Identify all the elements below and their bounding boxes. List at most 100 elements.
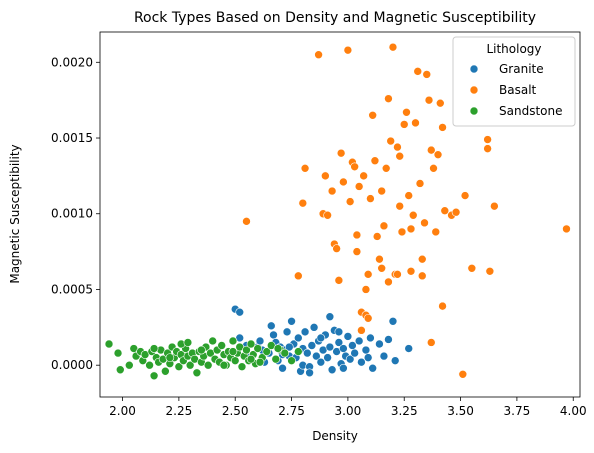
data-point-sandstone — [246, 339, 256, 349]
data-point-sandstone — [208, 336, 217, 346]
data-point-basalt — [375, 254, 384, 264]
data-point-basalt — [433, 150, 443, 159]
data-point-sandstone — [161, 366, 170, 376]
data-point-basalt — [336, 148, 346, 158]
data-point-granite — [357, 357, 366, 367]
data-point-granite — [305, 368, 314, 378]
legend-marker — [469, 64, 479, 74]
data-point-sandstone — [192, 368, 202, 378]
data-point-basalt — [339, 177, 348, 187]
data-point-basalt — [321, 171, 330, 181]
data-point-granite — [334, 338, 344, 347]
data-point-granite — [390, 356, 400, 365]
y-tick-label: 0.0010 — [51, 207, 93, 221]
data-point-basalt — [393, 142, 402, 152]
data-point-granite — [325, 342, 335, 352]
data-point-granite — [361, 345, 371, 355]
data-point-basalt — [352, 230, 362, 240]
data-point-sandstone — [149, 344, 159, 353]
data-point-granite — [368, 363, 377, 373]
data-point-basalt — [386, 136, 396, 146]
data-point-basalt — [388, 42, 398, 52]
data-point-basalt — [350, 162, 359, 172]
data-point-basalt — [483, 135, 492, 144]
data-point-basalt — [451, 207, 461, 217]
data-point-basalt — [417, 271, 427, 281]
data-point-sandstone — [174, 362, 184, 372]
data-point-granite — [300, 327, 310, 337]
data-point-sandstone — [294, 347, 303, 356]
data-point-basalt — [395, 151, 405, 161]
legend-box — [452, 36, 576, 127]
data-point-granite — [316, 333, 326, 343]
data-point-granite — [343, 332, 353, 341]
data-point-granite — [375, 339, 384, 349]
data-point-basalt — [384, 277, 393, 287]
data-point-granite — [384, 335, 393, 344]
data-point-granite — [307, 341, 317, 350]
data-point-basalt — [399, 120, 409, 129]
data-point-basalt — [366, 194, 375, 203]
data-point-basalt — [402, 107, 411, 117]
data-point-granite — [339, 363, 348, 373]
data-point-granite — [363, 353, 373, 362]
data-point-sandstone — [183, 338, 193, 347]
y-tick-label: 0.0000 — [51, 358, 93, 372]
data-point-basalt — [361, 285, 371, 294]
data-point-basalt — [431, 227, 441, 237]
data-point-basalt — [332, 244, 341, 253]
data-point-basalt — [352, 247, 362, 256]
x-tick-label: 2.00 — [109, 404, 136, 418]
y-tick-label: 0.0020 — [51, 55, 93, 69]
data-point-basalt — [458, 369, 468, 379]
data-point-basalt — [370, 156, 380, 166]
x-tick-label: 3.50 — [447, 404, 474, 418]
data-point-basalt — [406, 266, 416, 276]
x-tick-label: 2.75 — [278, 404, 305, 418]
data-point-basalt — [377, 263, 386, 273]
data-point-basalt — [354, 182, 364, 191]
data-point-sandstone — [237, 362, 247, 372]
data-point-granite — [334, 327, 344, 337]
data-point-basalt — [440, 206, 450, 216]
data-point-sandstone — [228, 347, 238, 356]
data-point-sandstone — [230, 356, 240, 365]
data-point-basalt — [485, 266, 495, 276]
data-point-sandstone — [203, 360, 213, 370]
data-point-basalt — [379, 221, 389, 231]
data-point-basalt — [408, 210, 418, 220]
data-point-basalt — [368, 111, 377, 120]
x-tick-label: 3.75 — [504, 404, 531, 418]
data-point-granite — [323, 353, 332, 362]
data-point-sandstone — [262, 347, 272, 356]
series-basalt — [242, 42, 571, 379]
data-point-granite — [348, 341, 357, 350]
legend-label: Basalt — [499, 83, 537, 97]
data-point-basalt — [395, 201, 405, 211]
data-point-basalt — [411, 118, 420, 128]
data-point-granite — [366, 333, 375, 343]
data-point-sandstone — [219, 360, 229, 370]
data-point-basalt — [294, 271, 303, 281]
data-point-granite — [303, 348, 312, 358]
data-point-granite — [312, 351, 321, 361]
data-point-granite — [284, 342, 294, 352]
data-point-basalt — [393, 270, 402, 279]
data-point-basalt — [359, 171, 368, 181]
x-tick-label: 3.25 — [391, 404, 418, 418]
y-tick-label: 0.0005 — [51, 282, 93, 296]
data-point-basalt — [413, 67, 423, 76]
data-point-sandstone — [165, 353, 175, 362]
data-point-granite — [379, 351, 389, 361]
data-point-basalt — [420, 218, 429, 228]
data-point-basalt — [381, 164, 391, 173]
data-point-basalt — [343, 45, 353, 55]
data-point-granite — [339, 344, 348, 353]
data-point-granite — [350, 348, 359, 358]
data-point-basalt — [490, 201, 499, 211]
data-point-sandstone — [104, 339, 114, 349]
data-point-granite — [294, 333, 303, 343]
legend-label: Sandstone — [499, 104, 562, 118]
data-point-granite — [278, 363, 287, 373]
